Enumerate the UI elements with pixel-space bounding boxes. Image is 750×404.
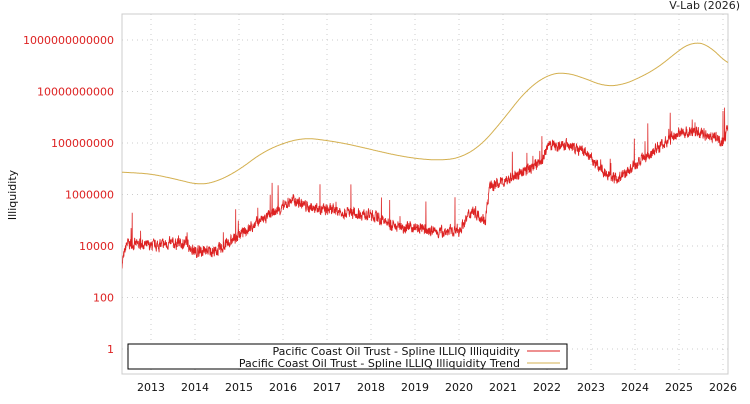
- y-tick-label: 100000000: [51, 137, 114, 150]
- x-tick-label: 2021: [489, 381, 517, 394]
- x-tick-label: 2020: [445, 381, 473, 394]
- grid: [122, 14, 728, 374]
- x-axis: 2013 2014 2015 2016 2017 2018 2019 2020 2021 2022…: [137, 381, 737, 394]
- y-tick-label: 100: [93, 292, 114, 305]
- legend: Pacific Coast Oil Trust - Spline ILLIQ I…: [127, 343, 568, 370]
- legend-label-illiquidity: Pacific Coast Oil Trust - Spline ILLIQ I…: [272, 345, 520, 358]
- x-tick-label: 2026: [709, 381, 737, 394]
- series-line-trend: [122, 42, 728, 185]
- x-tick-label: 2024: [621, 381, 649, 394]
- x-tick-label: 2016: [269, 381, 297, 394]
- y-tick-label: 10000000000: [37, 86, 114, 99]
- x-tick-label: 2014: [181, 381, 209, 394]
- x-tick-label: 2025: [665, 381, 693, 394]
- legend-box: [127, 343, 568, 370]
- legend-label-trend: Pacific Coast Oil Trust - Spline ILLIQ I…: [239, 357, 520, 370]
- series-line-illiquidity: [122, 107, 728, 269]
- x-tick-label: 2015: [225, 381, 253, 394]
- y-tick-label: 1: [107, 343, 114, 356]
- y-axis-label: Illiquidity: [6, 169, 19, 220]
- chart-title: V-Lab (2026): [669, 0, 740, 12]
- x-tick-label: 2017: [313, 381, 341, 394]
- y-tick-label: 1000000000000: [23, 34, 114, 47]
- x-tick-label: 2013: [137, 381, 165, 394]
- y-tick-label: 1000000: [65, 189, 114, 202]
- x-tick-label: 2022: [533, 381, 561, 394]
- x-tick-label: 2018: [357, 381, 385, 394]
- y-axis: 1 100 10000 1000000 100000000 10000000000 1000…: [23, 34, 114, 356]
- y-tick-label: 10000: [79, 240, 114, 253]
- x-tick-label: 2019: [401, 381, 429, 394]
- x-tick-label: 2023: [577, 381, 605, 394]
